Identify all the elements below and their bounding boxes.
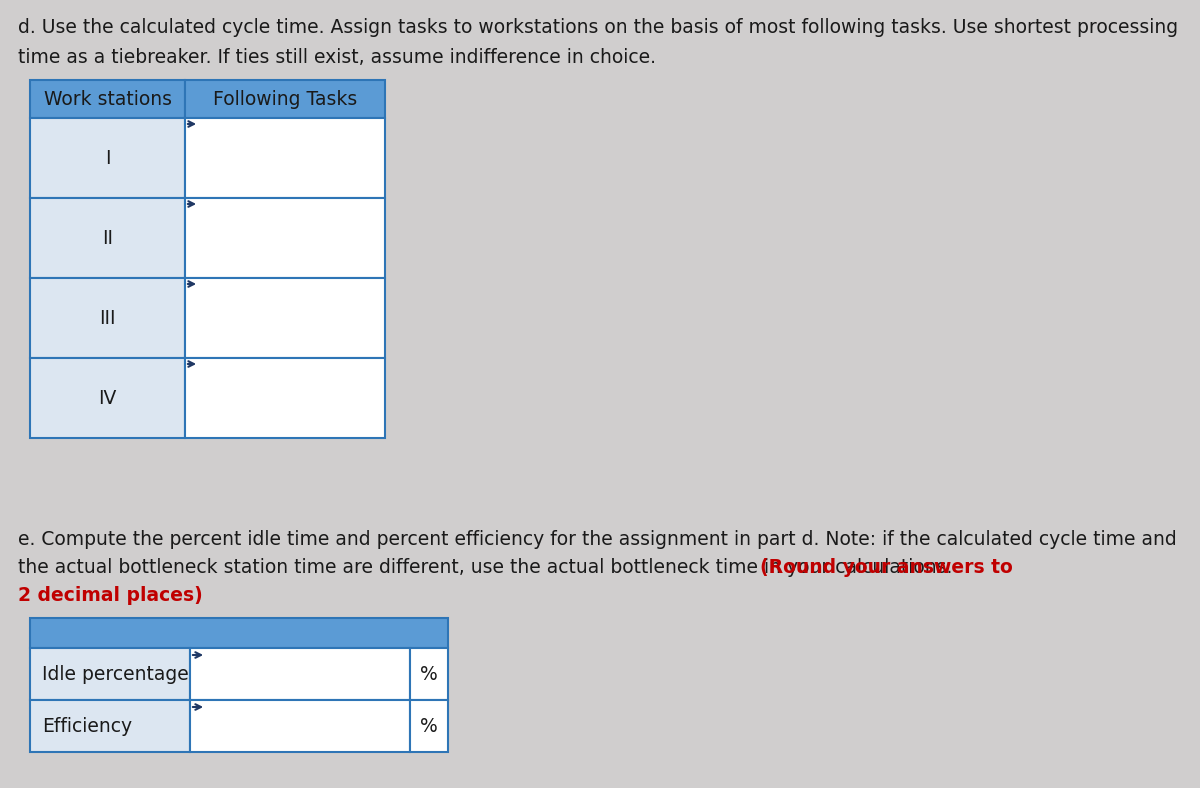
- Text: time as a tiebreaker. If ties still exist, assume indifference in choice.: time as a tiebreaker. If ties still exis…: [18, 48, 656, 67]
- Bar: [30, 648, 190, 700]
- Text: %: %: [420, 664, 438, 683]
- Bar: [190, 700, 410, 752]
- Bar: [30, 198, 185, 278]
- Text: Efficiency: Efficiency: [42, 716, 132, 735]
- Text: Idle percentage: Idle percentage: [42, 664, 188, 683]
- Bar: [30, 700, 190, 752]
- Text: III: III: [100, 308, 115, 328]
- Bar: [185, 80, 385, 118]
- Bar: [410, 700, 448, 752]
- Text: e. Compute the percent idle time and percent efficiency for the assignment in pa: e. Compute the percent idle time and per…: [18, 530, 1177, 549]
- Bar: [30, 118, 185, 198]
- Text: Work stations: Work stations: [43, 90, 172, 109]
- Bar: [30, 80, 185, 118]
- Bar: [185, 118, 385, 198]
- Bar: [30, 358, 185, 438]
- Bar: [185, 358, 385, 438]
- Bar: [185, 198, 385, 278]
- Text: (Round your answers to: (Round your answers to: [760, 558, 1013, 577]
- Text: Following Tasks: Following Tasks: [212, 90, 358, 109]
- Bar: [185, 278, 385, 358]
- Bar: [190, 648, 410, 700]
- Bar: [30, 618, 448, 648]
- Text: 2 decimal places): 2 decimal places): [18, 586, 203, 605]
- Text: IV: IV: [98, 388, 116, 407]
- Text: d. Use the calculated cycle time. Assign tasks to workstations on the basis of m: d. Use the calculated cycle time. Assign…: [18, 18, 1178, 37]
- Text: I: I: [104, 148, 110, 168]
- Text: II: II: [102, 229, 113, 247]
- Bar: [410, 648, 448, 700]
- Bar: [30, 278, 185, 358]
- Text: %: %: [420, 716, 438, 735]
- Text: the actual bottleneck station time are different, use the actual bottleneck time: the actual bottleneck station time are d…: [18, 558, 959, 577]
